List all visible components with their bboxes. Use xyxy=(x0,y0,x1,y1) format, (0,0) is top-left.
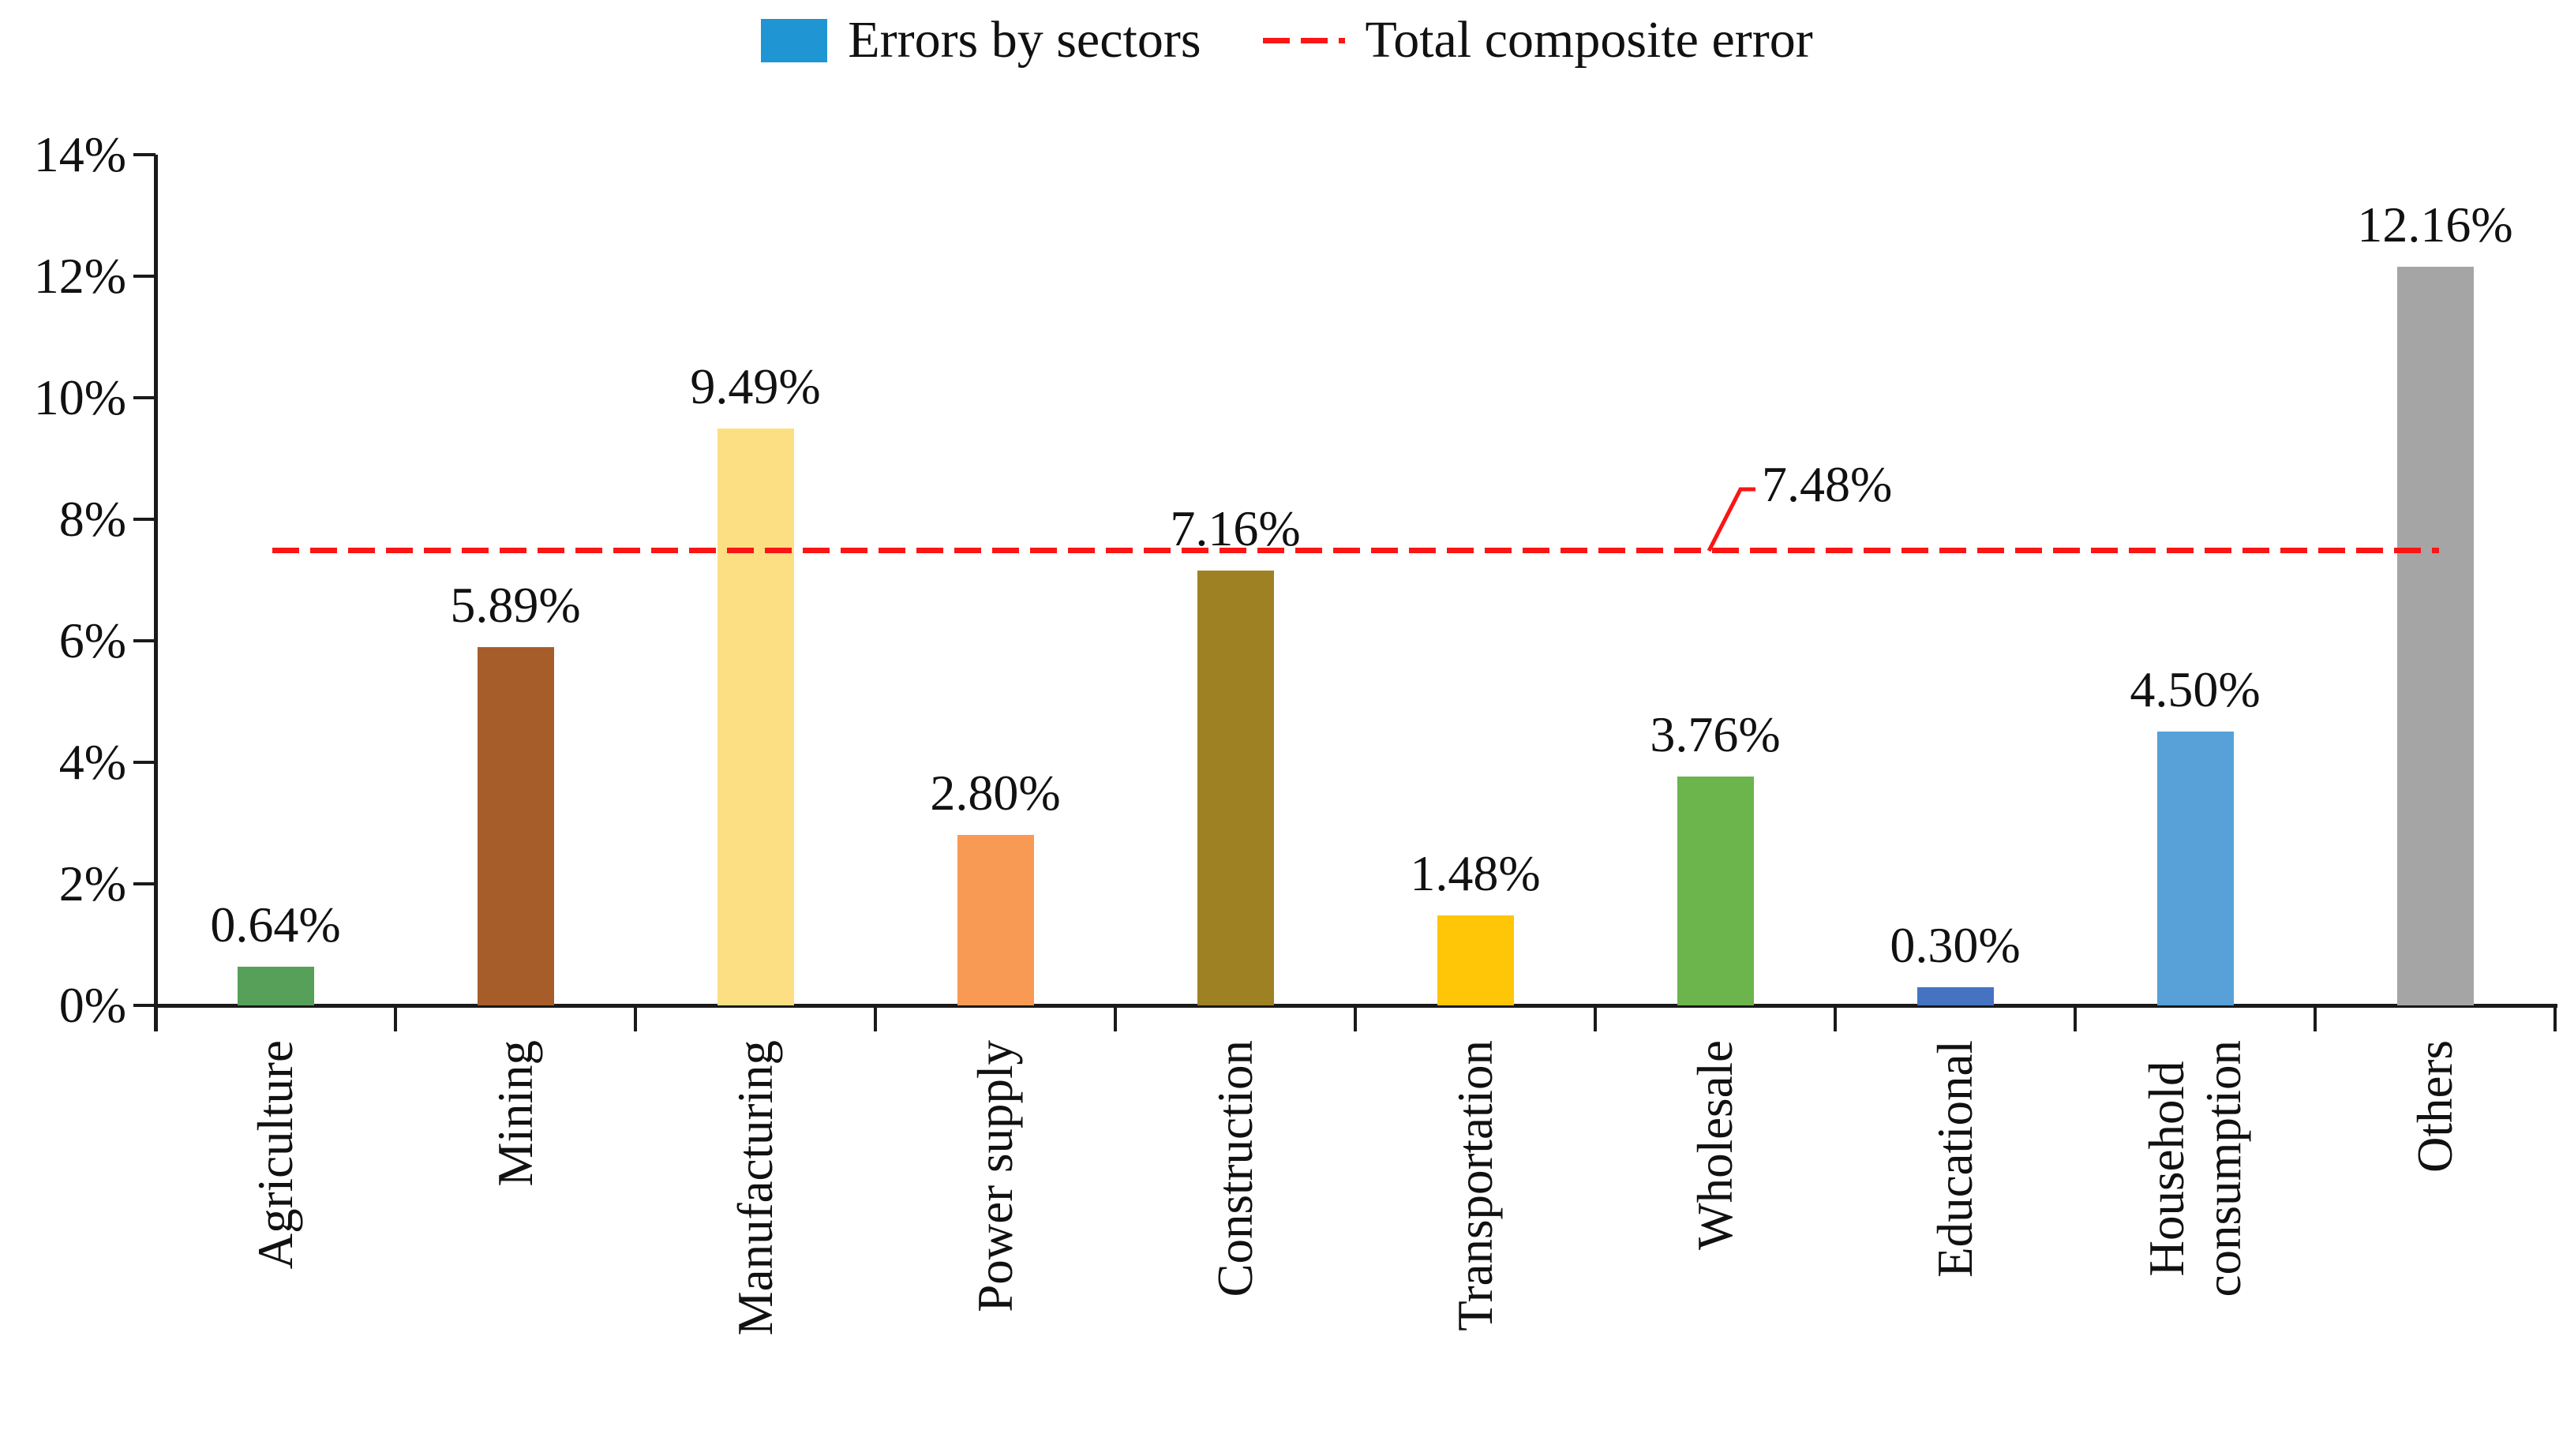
x-label-column: Wholesale xyxy=(1595,1040,1835,1454)
bar-value-label: 0.64% xyxy=(210,896,341,953)
y-axis-tick xyxy=(133,639,155,642)
bar-household-consumption xyxy=(2157,732,2234,1005)
x-tick-label: Mining xyxy=(488,1040,543,1187)
reference-callout-line xyxy=(1707,487,1755,552)
y-axis-tick xyxy=(133,275,155,278)
y-axis-tick xyxy=(133,153,155,156)
y-axis-tick xyxy=(133,518,155,521)
x-tick-label: Others xyxy=(2407,1040,2463,1173)
x-label-column: Transportation xyxy=(1355,1040,1595,1454)
x-label-column: Power supply xyxy=(875,1040,1115,1454)
reference-line-value-label: 7.48% xyxy=(1762,456,1893,512)
bar-wholesale xyxy=(1677,777,1754,1005)
x-axis-tick xyxy=(2074,1005,2077,1031)
bar-value-label: 0.30% xyxy=(1890,917,2021,973)
y-tick-label: 12% xyxy=(33,248,126,304)
legend-series-label: Errors by sectors xyxy=(848,11,1201,69)
x-tick-label: Construction xyxy=(1208,1040,1263,1297)
bar-value-label: 1.48% xyxy=(1410,845,1541,901)
legend-series-swatch-icon xyxy=(761,18,828,62)
x-axis-tick xyxy=(2553,1005,2557,1031)
x-label-column: Agriculture xyxy=(155,1040,395,1454)
bar-construction xyxy=(1197,571,1274,1005)
x-tick-label: Household consumption xyxy=(2139,1040,2251,1297)
bar-value-label: 4.50% xyxy=(2130,661,2261,717)
legend-dashed-line-icon xyxy=(1262,37,1345,43)
x-tick-label: Educational xyxy=(1928,1040,1983,1278)
x-label-column: Educational xyxy=(1835,1040,2075,1454)
x-label-column: Household consumption xyxy=(2075,1040,2315,1454)
y-tick-label: 6% xyxy=(58,612,126,668)
bar-manufacturing xyxy=(717,429,794,1005)
x-axis-tick xyxy=(634,1005,637,1031)
x-label-column: Others xyxy=(2315,1040,2555,1454)
x-axis-labels: Agriculture Mining Manufacturing Power supp… xyxy=(155,1040,2555,1454)
bar-value-label: 2.80% xyxy=(930,765,1061,821)
bar-value-label: 5.89% xyxy=(450,577,581,633)
x-label-column: Construction xyxy=(1115,1040,1355,1454)
x-tick-label: Agriculture xyxy=(248,1040,303,1270)
x-tick-label: Power supply xyxy=(968,1040,1023,1312)
x-axis-tick xyxy=(1594,1005,1597,1031)
y-axis-tick xyxy=(133,882,155,885)
bar-agriculture xyxy=(238,967,314,1005)
x-axis-tick xyxy=(874,1005,877,1031)
bar-mining xyxy=(478,647,554,1005)
y-axis-tick xyxy=(133,1004,155,1007)
bar-transportation xyxy=(1437,915,1514,1005)
x-axis-tick xyxy=(1354,1005,1357,1031)
x-axis-tick xyxy=(394,1005,397,1031)
x-tick-label: Transportation xyxy=(1448,1040,1503,1331)
x-axis-tick xyxy=(1834,1005,1837,1031)
bar-value-label: 7.16% xyxy=(1170,500,1301,556)
y-tick-label: 14% xyxy=(33,126,126,182)
reference-dashed-line xyxy=(272,548,2439,553)
x-tick-label: Wholesale xyxy=(1688,1040,1743,1250)
bar-value-label: 9.49% xyxy=(690,358,821,414)
bar-value-label: 3.76% xyxy=(1650,706,1781,762)
legend: Errors by sectors Total composite error xyxy=(0,11,2574,69)
y-axis-tick xyxy=(133,761,155,764)
x-label-column: Mining xyxy=(395,1040,635,1454)
bar-educational xyxy=(1917,987,1994,1005)
bar-others xyxy=(2397,267,2474,1005)
x-tick-label: Manufacturing xyxy=(728,1040,783,1336)
x-axis-tick xyxy=(2314,1005,2317,1031)
bar-value-label: 12.16% xyxy=(2357,197,2513,253)
x-axis-tick xyxy=(1114,1005,1117,1031)
y-axis-line xyxy=(154,155,158,1031)
legend-line-label: Total composite error xyxy=(1365,11,1813,69)
y-tick-label: 10% xyxy=(33,369,126,425)
bar-power-supply xyxy=(957,835,1034,1005)
y-tick-label: 8% xyxy=(58,491,126,547)
y-tick-label: 0% xyxy=(58,977,126,1033)
y-axis-tick xyxy=(133,396,155,399)
y-tick-label: 2% xyxy=(58,855,126,911)
y-tick-label: 4% xyxy=(58,734,126,790)
x-label-column: Manufacturing xyxy=(635,1040,875,1454)
